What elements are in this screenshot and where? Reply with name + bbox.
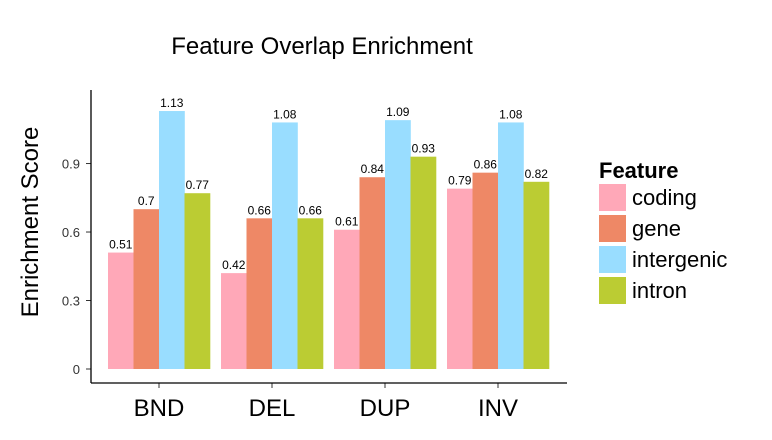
- data-label: 1.08: [499, 107, 523, 121]
- legend-swatch-intron: [599, 277, 626, 304]
- x-tick-label: BND: [134, 395, 185, 422]
- y-tick-label: 0.3: [62, 294, 80, 309]
- bar-intron-del: [297, 218, 324, 369]
- plot-area: 0 0.3 0.6 0.9 0.51 0.7 1.13 0.77 BND 0.42 0.66 1.08…: [62, 96, 550, 422]
- legend-label-intron: intron: [632, 278, 687, 303]
- y-axis-label: Enrichment Score: [17, 127, 44, 318]
- x-tick-label: DUP: [360, 395, 411, 422]
- bar-intergenic-dup: [385, 120, 411, 369]
- data-label: 0.84: [361, 162, 385, 176]
- bar-intron-bnd: [184, 193, 211, 369]
- data-label: 0.66: [299, 203, 323, 217]
- data-label: 0.79: [448, 174, 472, 188]
- legend-swatch-coding: [599, 184, 626, 211]
- data-label: 0.82: [525, 167, 549, 181]
- legend-title: Feature: [599, 158, 678, 183]
- bar-intergenic-del: [272, 122, 298, 369]
- legend-label-intergenic: intergenic: [632, 247, 727, 272]
- bar-gene-inv: [472, 172, 499, 369]
- legend-label-gene: gene: [632, 216, 681, 241]
- data-label: 0.77: [186, 178, 210, 192]
- data-label: 1.09: [386, 105, 410, 119]
- bar-intron-dup: [410, 156, 437, 369]
- y-tick-label: 0: [73, 362, 80, 377]
- bar-gene-bnd: [133, 209, 160, 369]
- data-label: 0.7: [138, 194, 155, 208]
- chart-title: Feature Overlap Enrichment: [171, 33, 473, 60]
- legend-label-coding: coding: [632, 185, 697, 210]
- data-label: 1.08: [273, 107, 297, 121]
- legend-swatch-gene: [599, 215, 626, 242]
- bar-coding-del: [221, 273, 247, 369]
- data-label: 0.42: [222, 258, 246, 272]
- bar-intergenic-bnd: [159, 111, 185, 370]
- data-label: 0.61: [335, 215, 359, 229]
- bar-coding-bnd: [108, 252, 134, 369]
- x-tick-label: DEL: [249, 395, 296, 422]
- bar-gene-dup: [359, 177, 386, 369]
- data-label: 0.93: [412, 142, 436, 156]
- bar-intergenic-inv: [498, 122, 524, 369]
- data-label: 0.66: [248, 203, 272, 217]
- y-tick-label: 0.9: [62, 157, 80, 172]
- bar-intron-inv: [523, 181, 550, 369]
- data-label: 0.51: [109, 238, 133, 252]
- bar-coding-dup: [334, 229, 360, 369]
- bar-gene-del: [246, 218, 273, 369]
- bar-coding-inv: [447, 188, 473, 369]
- x-tick-label: INV: [478, 395, 518, 422]
- y-tick-label: 0.6: [62, 225, 80, 240]
- data-label: 1.13: [160, 96, 184, 110]
- legend: Feature coding gene intergenic intron: [599, 158, 727, 304]
- data-label: 0.86: [474, 158, 498, 172]
- legend-swatch-intergenic: [599, 246, 626, 273]
